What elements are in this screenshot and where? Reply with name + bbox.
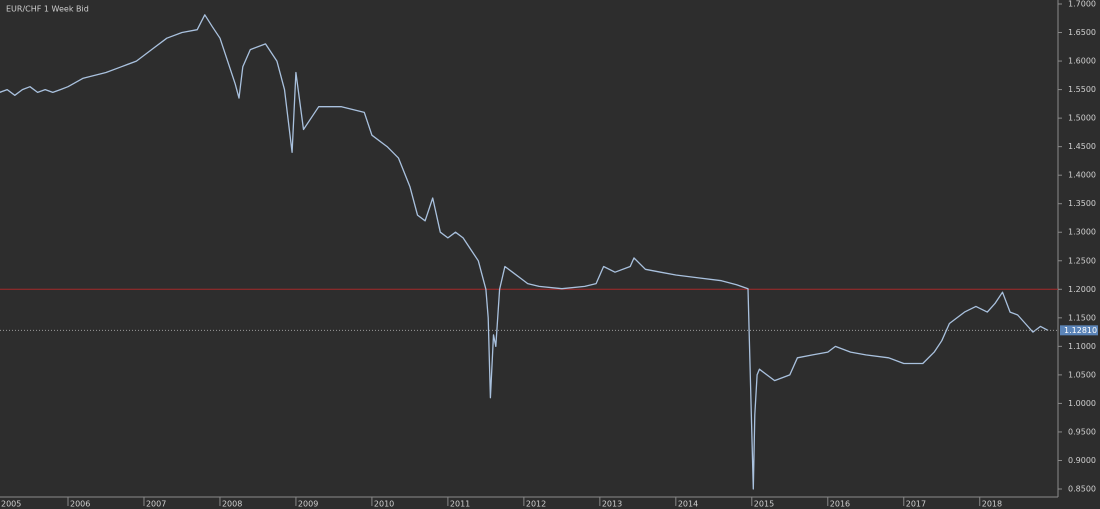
y-tick-label: 1.5000 xyxy=(1068,114,1096,123)
y-tick-label: 1.4500 xyxy=(1068,142,1096,151)
last-price-label: 1.12810 xyxy=(1064,326,1097,335)
price-line xyxy=(0,14,1049,490)
x-tick-label: 2016 xyxy=(830,500,850,509)
x-tick-label: 2008 xyxy=(222,500,242,509)
x-tick-label: 2010 xyxy=(374,500,394,509)
y-tick-label: 1.3500 xyxy=(1068,199,1096,208)
y-tick-label: 1.0000 xyxy=(1068,399,1096,408)
x-tick-label: 2011 xyxy=(450,500,470,509)
x-tick-label: 2006 xyxy=(70,500,90,509)
x-tick-label: 2017 xyxy=(906,500,926,509)
y-tick-label: 1.6000 xyxy=(1068,57,1096,66)
y-tick-label: 1.7000 xyxy=(1068,0,1096,8)
x-tick-label: 2009 xyxy=(298,500,318,509)
x-tick-label: 2015 xyxy=(754,500,774,509)
y-tick-label: 0.9500 xyxy=(1068,427,1096,436)
y-tick-label: 1.1000 xyxy=(1068,342,1096,351)
x-tick-label: 2005 xyxy=(1,500,21,509)
y-tick-label: 0.9000 xyxy=(1068,456,1096,465)
x-tick-label: 2014 xyxy=(678,500,698,509)
y-tick-label: 1.0500 xyxy=(1068,370,1096,379)
y-tick-label: 1.1500 xyxy=(1068,313,1096,322)
y-tick-label: 1.2000 xyxy=(1068,285,1096,294)
x-tick-label: 2018 xyxy=(982,500,1002,509)
y-tick-label: 1.2500 xyxy=(1068,256,1096,265)
chart-title: EUR/CHF 1 Week Bid xyxy=(6,5,89,14)
y-tick-label: 1.6500 xyxy=(1068,28,1096,37)
x-tick-label: 2012 xyxy=(526,500,546,509)
x-tick-label: 2007 xyxy=(146,500,166,509)
x-tick-label: 2013 xyxy=(602,500,622,509)
y-tick-label: 0.8500 xyxy=(1068,485,1096,494)
y-tick-label: 1.4000 xyxy=(1068,171,1096,180)
last-price-box xyxy=(1060,325,1098,336)
y-tick-label: 1.3000 xyxy=(1068,228,1096,237)
y-tick-label: 1.5500 xyxy=(1068,85,1096,94)
